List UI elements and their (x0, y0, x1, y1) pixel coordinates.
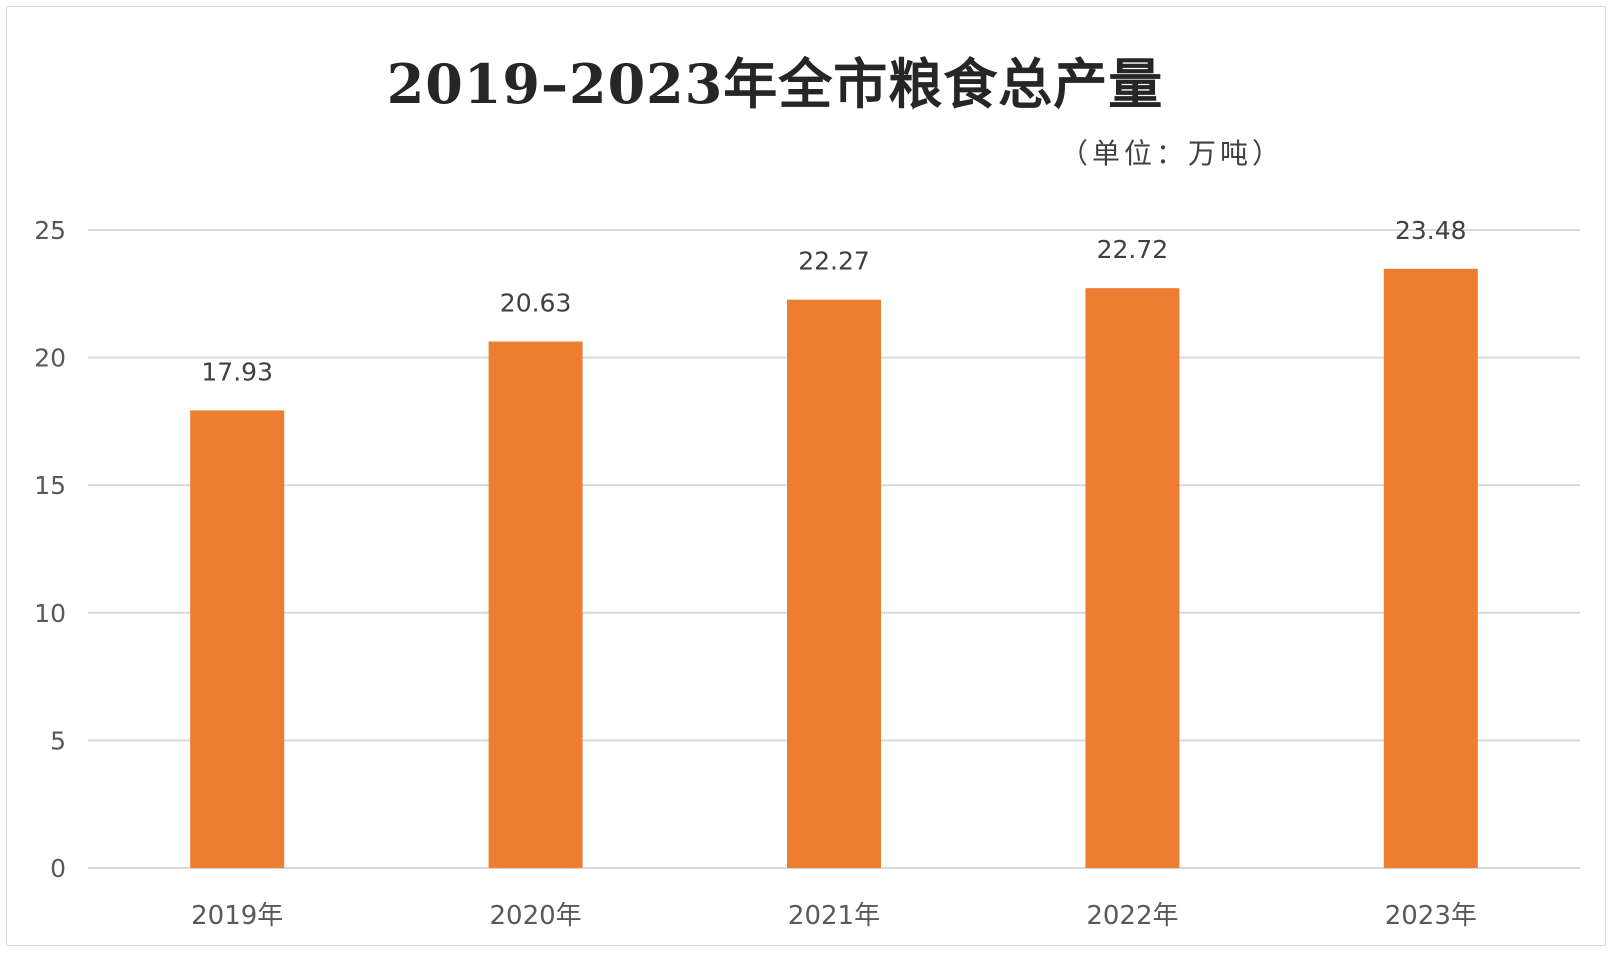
y-tick-label: 10 (34, 599, 66, 628)
x-category-label: 2020年 (490, 901, 582, 931)
chart-title: 2019–2023年全市粮食总产量 (386, 52, 1164, 116)
bar-2021年 (787, 299, 881, 869)
y-axis-ticks: 0 5 10 15 20 25 (34, 216, 66, 883)
data-label: 22.72 (1097, 235, 1169, 264)
bars (190, 268, 1478, 869)
chart-unit-note: （单位：万吨） (1060, 137, 1285, 170)
bar-2022年 (1085, 288, 1180, 868)
data-label: 20.63 (500, 289, 572, 318)
data-label: 17.93 (201, 357, 273, 386)
data-label: 23.48 (1395, 216, 1467, 245)
y-tick-label: 15 (34, 471, 66, 500)
y-tick-label: 25 (34, 216, 66, 245)
y-tick-label: 0 (50, 854, 66, 883)
data-labels: 17.93 20.63 22.27 22.72 23.48 (201, 216, 1466, 387)
bar-2023年 (1383, 268, 1478, 868)
data-label: 22.27 (798, 247, 870, 276)
x-category-label: 2023年 (1385, 901, 1477, 931)
bar-2019年 (190, 410, 285, 868)
x-category-label: 2022年 (1086, 901, 1178, 931)
x-axis-categories: 2019年 2020年 2021年 2022年 2023年 (191, 901, 1477, 931)
y-tick-label: 20 (34, 344, 66, 373)
y-tick-label: 5 (50, 726, 66, 755)
x-category-label: 2019年 (191, 901, 283, 931)
x-category-label: 2021年 (788, 901, 880, 931)
bar-2020年 (488, 341, 583, 868)
